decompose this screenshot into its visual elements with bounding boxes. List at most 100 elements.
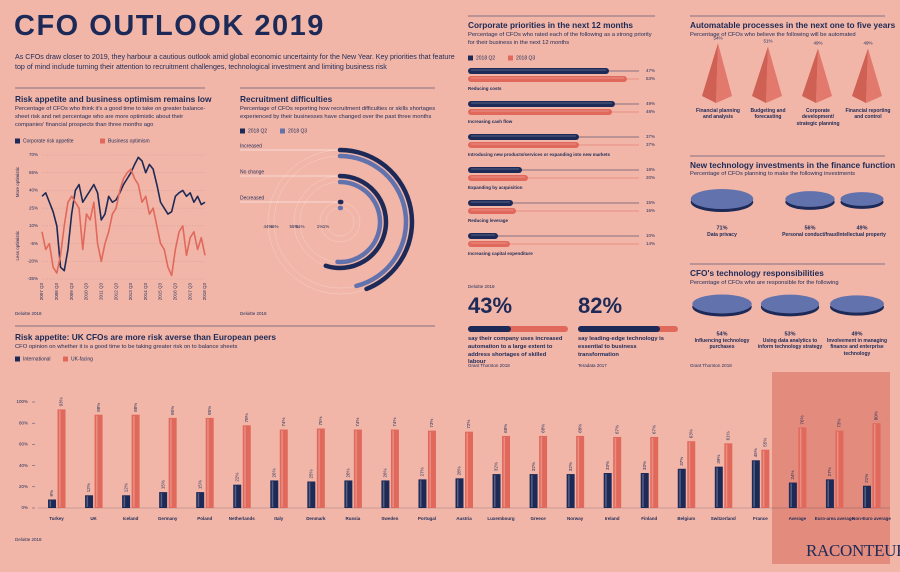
radial-bar (335, 179, 383, 265)
disc-top (785, 191, 835, 207)
bar-shine (355, 430, 357, 507)
category-label: Using data analytics to inform technolog… (757, 338, 823, 351)
value-label: 24% (790, 471, 795, 480)
bar (122, 495, 131, 508)
y-tick-label: -20% (27, 258, 38, 263)
x-tick-label: Finland (641, 516, 657, 521)
category-label: Intellectual property (838, 232, 886, 238)
value-label: 53% (784, 331, 795, 337)
value-label: 55% (289, 224, 298, 229)
section-subtitle: CFO opinion on whether it is a good time… (15, 344, 238, 350)
bar-shine (614, 437, 617, 507)
value-label: 56% (804, 225, 815, 231)
y-tick-label: -35% (27, 276, 38, 281)
bar-shine (716, 467, 718, 507)
x-tick-label: Belgium (677, 516, 695, 521)
category-label: Increasing capital expenditure (468, 251, 533, 256)
value-label: 61% (725, 431, 730, 440)
radial-bar (337, 147, 415, 292)
value-label: 80% (874, 411, 879, 420)
value-label: 74% (355, 418, 360, 427)
x-tick-label: Iceland (123, 516, 139, 521)
bar-shine (873, 424, 876, 507)
section-title: New technology investments in the financ… (690, 160, 896, 170)
bar-shine (271, 481, 274, 507)
legend-swatch (468, 55, 473, 61)
bar-shine (96, 415, 98, 507)
disc-top (830, 295, 884, 313)
category-label: Reducing leverage (468, 218, 509, 223)
value-label: 46% (269, 224, 278, 229)
value-label: 1% (317, 224, 324, 229)
bar (862, 485, 871, 508)
category-label: Involvement in managing finance and ente… (826, 338, 887, 357)
bar (159, 492, 168, 508)
value-label: 74% (281, 418, 286, 427)
disc (692, 294, 752, 317)
category-label: No change (240, 169, 264, 175)
x-tick-label: France (753, 516, 768, 521)
value-label: 32% (531, 462, 536, 471)
y-tick-label: 20% (19, 484, 28, 489)
value-label: 33% (605, 461, 610, 470)
bar-shine (577, 436, 580, 507)
disc-top (760, 294, 820, 314)
dividers (15, 15, 885, 327)
value-label: 76% (800, 415, 805, 424)
value-label: 49% (851, 331, 862, 337)
bar (316, 428, 325, 508)
bar (872, 423, 881, 508)
x-tick-label: Euro-area average (815, 516, 855, 521)
bar-shine (503, 436, 506, 507)
stat-source: Grant Thornton 2018 (468, 363, 510, 368)
x-tick-label: 2008 Q3 (54, 283, 59, 301)
category-label: Increasing cash flow (468, 119, 513, 124)
value-label: 85% (207, 406, 212, 415)
disc (785, 191, 835, 210)
bar-shine (642, 474, 644, 507)
value-label: 68% (503, 424, 508, 433)
x-tick-label: 2009 Q3 (69, 283, 74, 301)
bar-shine (160, 493, 163, 507)
category-label: Corporate development/ strategic plannin… (796, 108, 840, 127)
section-subtitle: Percentage of CFOs who are responsible f… (690, 280, 839, 286)
value-label: 88% (133, 403, 138, 412)
x-tick-label: Austria (456, 516, 472, 521)
section-subtitle: Percentage of CFOs who rated each of the… (468, 32, 652, 46)
value-label: 26% (383, 468, 388, 477)
bar-shine (392, 430, 394, 507)
bar (468, 167, 522, 173)
value-label: 68% (540, 424, 545, 433)
x-tick-label: 2018 Q3 (202, 283, 207, 301)
bar (468, 134, 579, 140)
stat-bar (578, 326, 660, 332)
bar (307, 481, 316, 508)
bar (613, 436, 622, 508)
disc (760, 294, 820, 317)
value-label: 47% (646, 68, 655, 73)
y-tick-label: 70% (29, 152, 38, 157)
bar-shine (827, 480, 829, 507)
legend-label: International (23, 356, 51, 362)
pyramid (702, 43, 732, 103)
legend-swatch (240, 128, 245, 134)
bar (502, 435, 511, 508)
disc (690, 189, 754, 212)
bar-shine (170, 418, 172, 507)
logo: RACONTEUR (806, 541, 900, 560)
x-tick-label: Italy (274, 516, 284, 521)
bar-shine (419, 480, 422, 507)
x-tick-label: 2011 Q3 (98, 283, 103, 300)
bar (566, 474, 575, 508)
section-title: Risk appetite: UK CFOs are more risk ave… (15, 332, 276, 342)
bar (131, 414, 140, 508)
section-title: Automatable processes in the next one to… (690, 20, 896, 30)
x-tick-label: 2013 Q3 (128, 283, 133, 301)
disc-top (690, 189, 754, 209)
source: Deloitte 2018 (15, 537, 42, 542)
x-tick-label: Denmark (306, 516, 326, 521)
value-label: 75% (318, 416, 323, 425)
value-label: 67% (651, 425, 656, 434)
value-label: 27% (827, 467, 832, 476)
category-label: Personal conduct/fraud (782, 232, 838, 238)
